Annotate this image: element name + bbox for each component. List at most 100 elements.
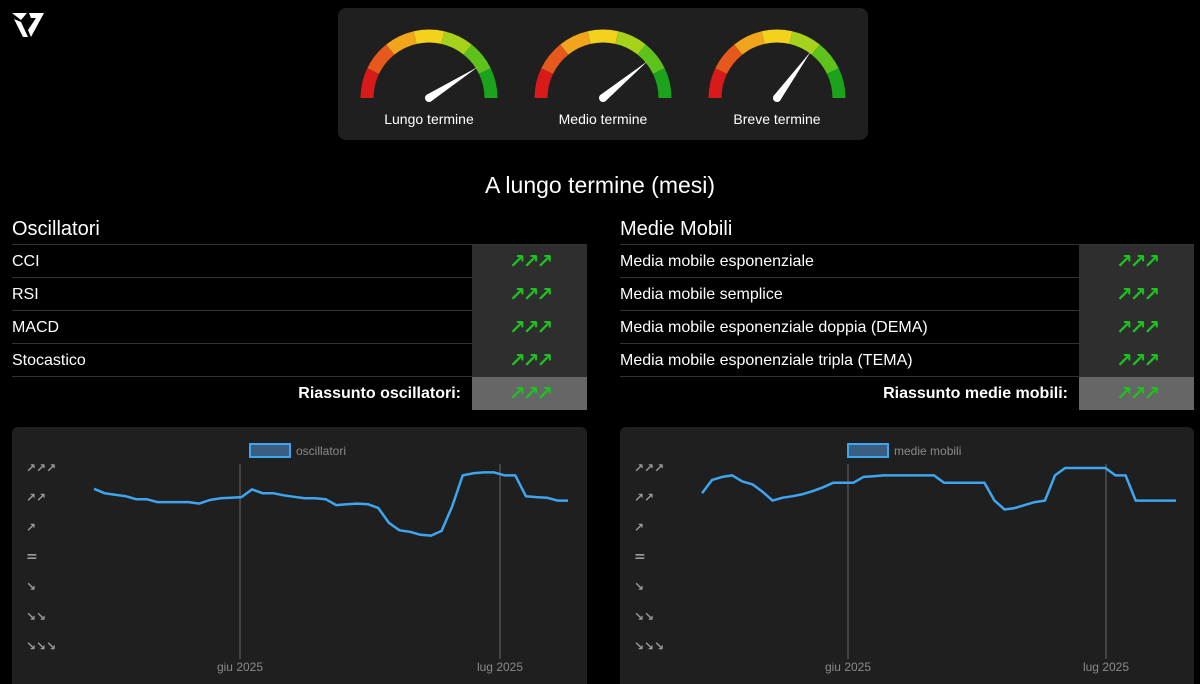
gauge-segment	[360, 68, 380, 99]
gauge-segment	[708, 68, 728, 99]
gauge-segment	[478, 68, 498, 99]
gauge-panel: Lungo termine Medio termine Breve termin…	[338, 8, 868, 140]
strong-buy-icon: ↗↗↗	[508, 283, 553, 306]
chart-legend[interactable]: medie mobili	[847, 443, 961, 458]
gauge-segment	[652, 68, 672, 99]
strong-buy-icon: ↗↗↗	[508, 382, 553, 405]
gauge-needle	[773, 51, 812, 101]
indicator-name: Media mobile esponenziale doppia (DEMA)	[620, 319, 928, 336]
y-tick-label: ↗	[634, 520, 644, 534]
legend-label: medie mobili	[894, 443, 962, 458]
signal-cell: ↗↗↗	[1079, 311, 1194, 344]
table-row: Media mobile esponenziale ↗↗↗	[620, 245, 1194, 278]
gauge-label: Lungo termine	[384, 111, 474, 127]
gauge-needle-hub	[599, 94, 607, 102]
signal-cell: ↗↗↗	[1079, 278, 1194, 311]
y-tick-label: ↗↗	[26, 491, 46, 505]
gauge-segment	[587, 29, 619, 44]
indicator-name: RSI	[12, 286, 39, 303]
signal-cell: ↗↗↗	[472, 311, 587, 344]
chart-plot: ↗↗↗↗↗↗=↘↘↘↘↘↘giu 2025 lug 2025	[634, 461, 1176, 674]
gauge-segment	[441, 31, 472, 55]
y-tick-label: ↘	[634, 580, 644, 594]
x-tick-label: giu 2025	[217, 660, 263, 674]
gauge-segment	[811, 44, 839, 75]
strong-buy-icon: ↗↗↗	[1115, 349, 1160, 372]
gauge-segment	[367, 44, 395, 75]
legend-swatch	[249, 443, 291, 458]
gauge-segment	[541, 44, 569, 75]
gauge-segment	[761, 29, 793, 44]
brand-logo-icon	[12, 13, 44, 37]
signal-cell: ↗↗↗	[472, 344, 587, 377]
table-row: MACD ↗↗↗	[12, 311, 587, 344]
table-title: Oscillatori	[12, 213, 587, 245]
signal-cell: ↗↗↗	[472, 245, 587, 278]
gauge-needle	[600, 61, 648, 102]
summary-cell: ↗↗↗	[472, 377, 587, 410]
y-tick-label: =	[634, 549, 646, 565]
gauge-segment	[560, 31, 591, 55]
signal-cell: ↗↗↗	[1079, 344, 1194, 377]
table-row: Media mobile semplice ↗↗↗	[620, 278, 1194, 311]
gauge-label: Breve termine	[733, 111, 821, 127]
gauge-segment	[637, 44, 665, 75]
gauge-segment	[386, 31, 417, 55]
indicator-name: Media mobile semplice	[620, 286, 783, 303]
y-tick-label: ↗↗↗	[26, 461, 56, 475]
indicator-name: Media mobile esponenziale tripla (TEMA)	[620, 352, 913, 369]
strong-buy-icon: ↗↗↗	[508, 316, 553, 339]
oscillators-chart: oscillatori ↗↗↗ ↗↗ ↗ = ↘ ↘↘ ↘↘↘ giu 2025 lug 202…	[12, 427, 587, 684]
legend-swatch	[847, 443, 889, 458]
strong-buy-icon: ↗↗↗	[1115, 250, 1160, 273]
strong-buy-icon: ↗↗↗	[508, 349, 553, 372]
gauge-segment	[826, 68, 846, 99]
moving-averages-table: Medie Mobili Media mobile esponenziale ↗…	[620, 213, 1194, 410]
gauge-segment	[734, 31, 765, 55]
y-tick-label: ↘	[26, 580, 36, 594]
indicator-name: Stocastico	[12, 352, 86, 369]
summary-row: Riassunto medie mobili: ↗↗↗	[620, 377, 1194, 410]
x-tick-label: lug 2025	[1083, 660, 1129, 674]
series-line	[93, 471, 568, 537]
strong-buy-icon: ↗↗↗	[1115, 382, 1160, 405]
table-title: Medie Mobili	[620, 213, 1194, 245]
x-tick-label: giu 2025	[825, 660, 871, 674]
section-title: A lungo termine (mesi)	[484, 172, 716, 198]
gauge-dial	[360, 29, 498, 102]
y-tick-label: ↘↘↘	[26, 639, 56, 653]
indicator-name: CCI	[12, 253, 40, 270]
gauge-needle-hub	[773, 94, 781, 102]
gauge-label: Medio termine	[558, 111, 648, 127]
table-row: Media mobile esponenziale doppia (DEMA) …	[620, 311, 1194, 344]
y-tick-label: ↘↘	[634, 609, 654, 623]
gauge-long-term: Lungo termine	[349, 8, 509, 140]
chart-legend[interactable]: oscillatori	[249, 443, 346, 458]
y-tick-label: ↘↘	[26, 609, 46, 623]
oscillators-table: Oscillatori CCI ↗↗↗ RSI ↗↗↗ MACD ↗↗↗ Sto…	[12, 213, 587, 410]
table-row: RSI ↗↗↗	[12, 278, 587, 311]
legend-label: oscillatori	[296, 443, 347, 458]
strong-buy-icon: ↗↗↗	[508, 250, 553, 273]
gauge-segment	[534, 68, 554, 99]
gauge-segment	[715, 44, 743, 75]
gauge-segment	[789, 31, 820, 55]
summary-cell: ↗↗↗	[1079, 377, 1194, 410]
table-row: CCI ↗↗↗	[12, 245, 587, 278]
table-row: Stocastico ↗↗↗	[12, 344, 587, 377]
series-line	[701, 466, 1176, 511]
y-tick-label: =	[26, 549, 38, 565]
gauge-dial	[534, 29, 672, 102]
gauge-segment	[463, 44, 491, 75]
gauge-segment	[413, 29, 445, 44]
signal-cell: ↗↗↗	[1079, 245, 1194, 278]
signal-cell: ↗↗↗	[472, 278, 587, 311]
table-row: Media mobile esponenziale tripla (TEMA) …	[620, 344, 1194, 377]
y-tick-label: ↗↗↗	[634, 461, 664, 475]
gauge-needle	[426, 66, 478, 102]
gauge-short-term: Breve termine	[697, 8, 857, 140]
y-tick-label: ↗	[26, 520, 36, 534]
y-tick-label: ↘↘↘	[634, 639, 664, 653]
gauge-needle-hub	[425, 94, 433, 102]
gauge-medium-term: Medio termine	[523, 8, 683, 140]
